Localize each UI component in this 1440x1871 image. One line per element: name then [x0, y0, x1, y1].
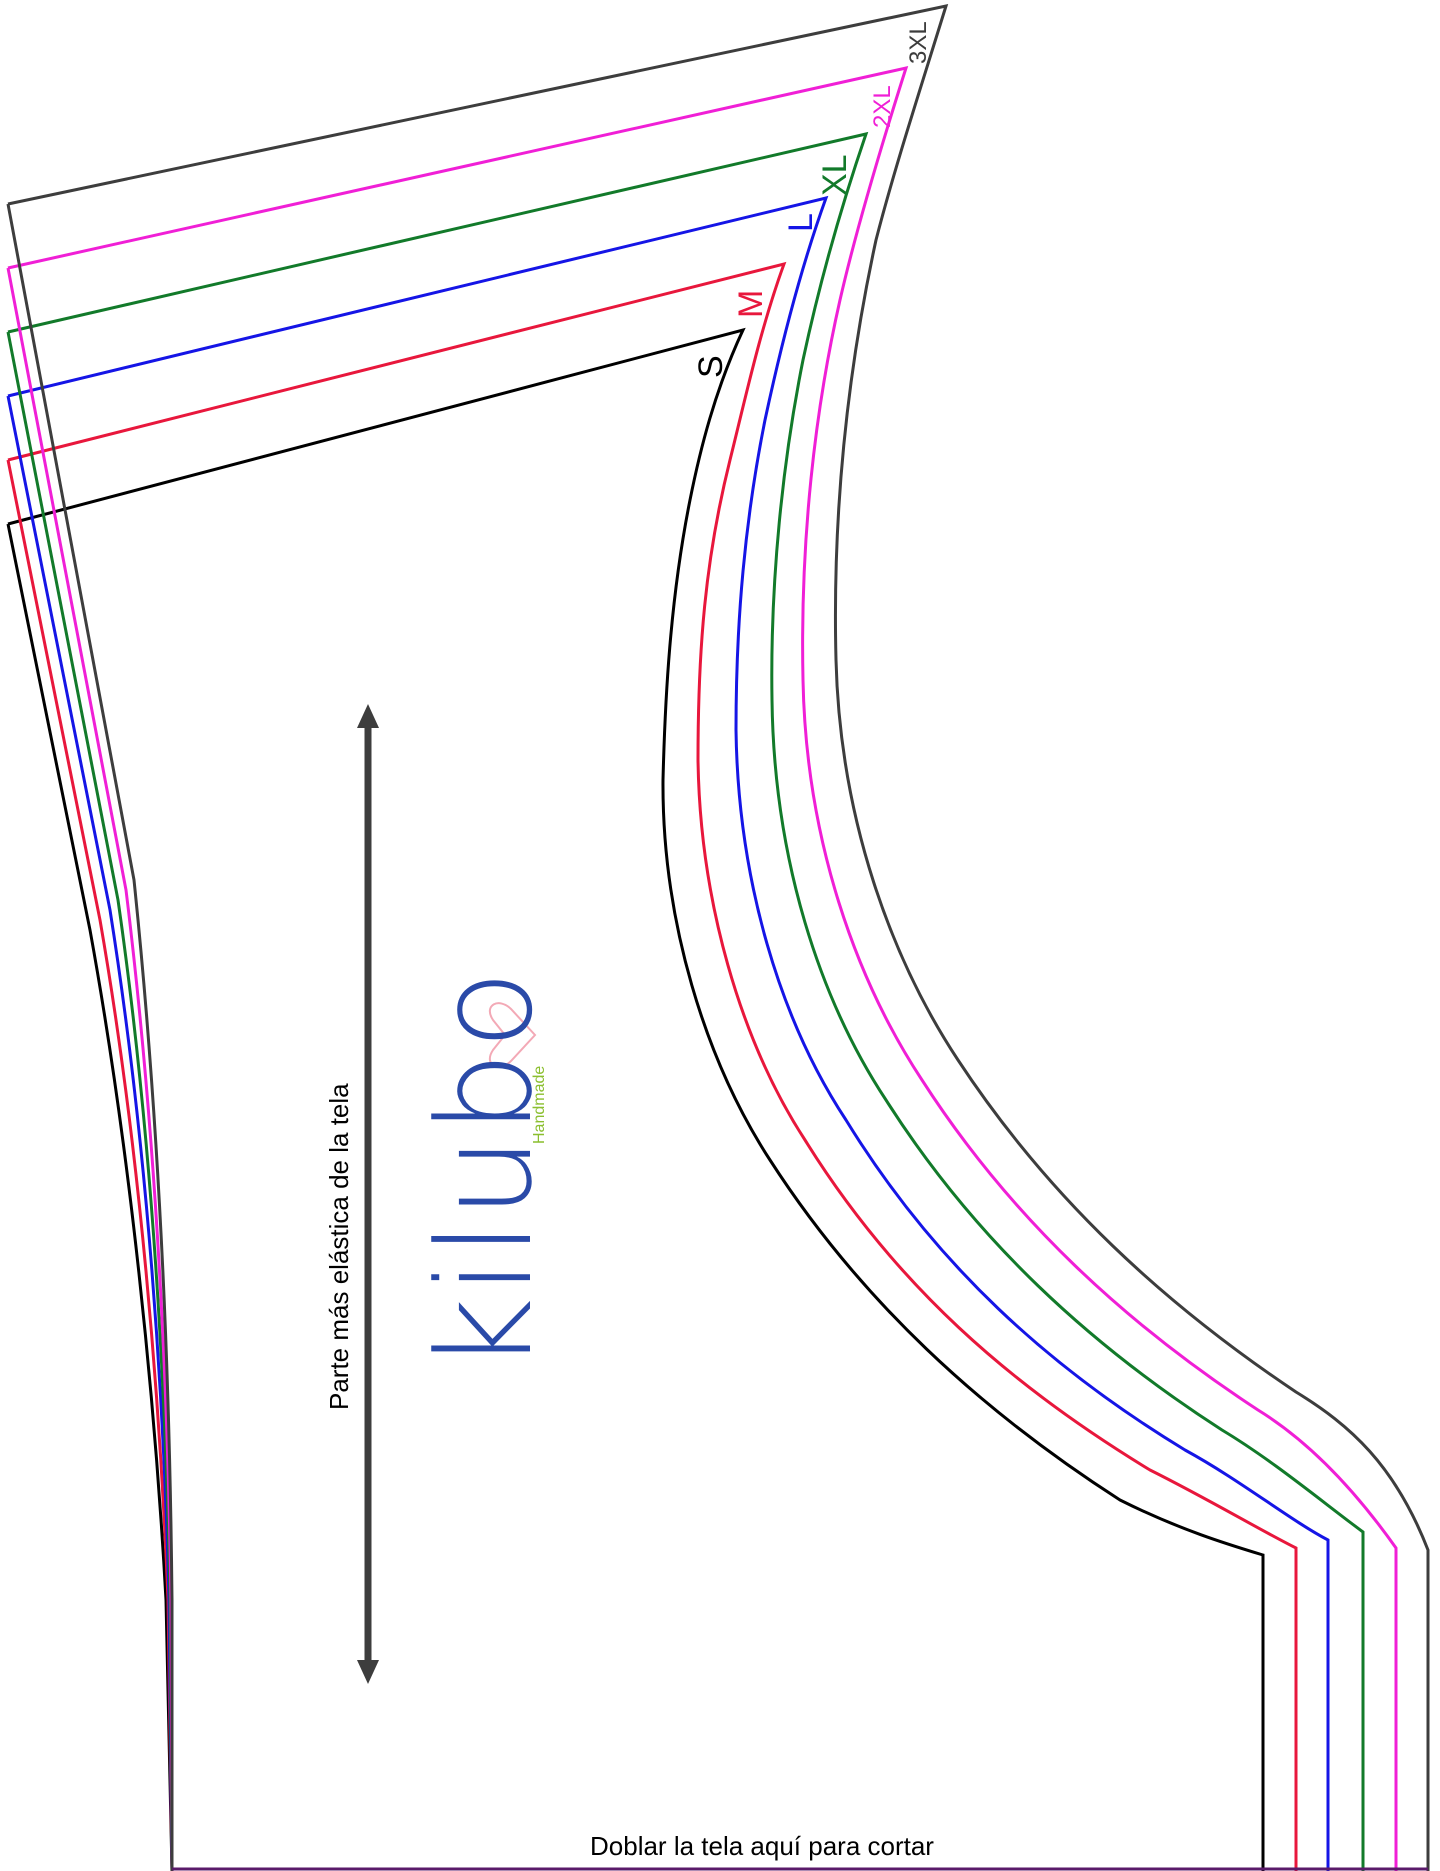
side-seam-3xl	[6, 203, 174, 1871]
grainline-arrow	[357, 704, 379, 1684]
grainline-arrowhead-top	[357, 704, 379, 728]
size-label-xl: XL	[816, 154, 854, 196]
size-label-3xl: 3XL	[905, 21, 932, 64]
grainline-arrowhead-bottom	[357, 1660, 379, 1684]
size-label-2xl: 2XL	[869, 85, 896, 128]
outline-size-xl	[7, 131, 1365, 1871]
side-seam-2xl	[6, 267, 174, 1871]
size-label-m: M	[732, 290, 770, 318]
kilubo-logo: kilubo Handmade	[409, 968, 561, 1372]
logo-subtitle: Handmade	[531, 1066, 548, 1144]
size-labels: S M L XL 2XL 3XL	[692, 21, 932, 378]
side-seams	[6, 203, 174, 1871]
outline-size-3xl	[7, 4, 1430, 1871]
outline-size-2xl	[7, 65, 1398, 1871]
fold-label: Doblar la tela aquí para cortar	[590, 1831, 934, 1861]
outline-size-m	[7, 261, 1298, 1871]
side-seam-m	[6, 459, 174, 1871]
size-label-s: S	[692, 355, 730, 378]
logo-wordmark: kilubo	[409, 968, 561, 1372]
side-seam-s	[6, 523, 174, 1871]
logo-heart-icon	[488, 1002, 537, 1068]
grainline-label: Parte más elástica de la tela	[324, 1083, 354, 1410]
size-outlines	[7, 4, 1430, 1871]
outline-size-s	[7, 327, 1265, 1871]
size-label-l: L	[782, 213, 820, 232]
outline-size-l	[7, 195, 1330, 1871]
side-seam-l	[6, 395, 174, 1871]
